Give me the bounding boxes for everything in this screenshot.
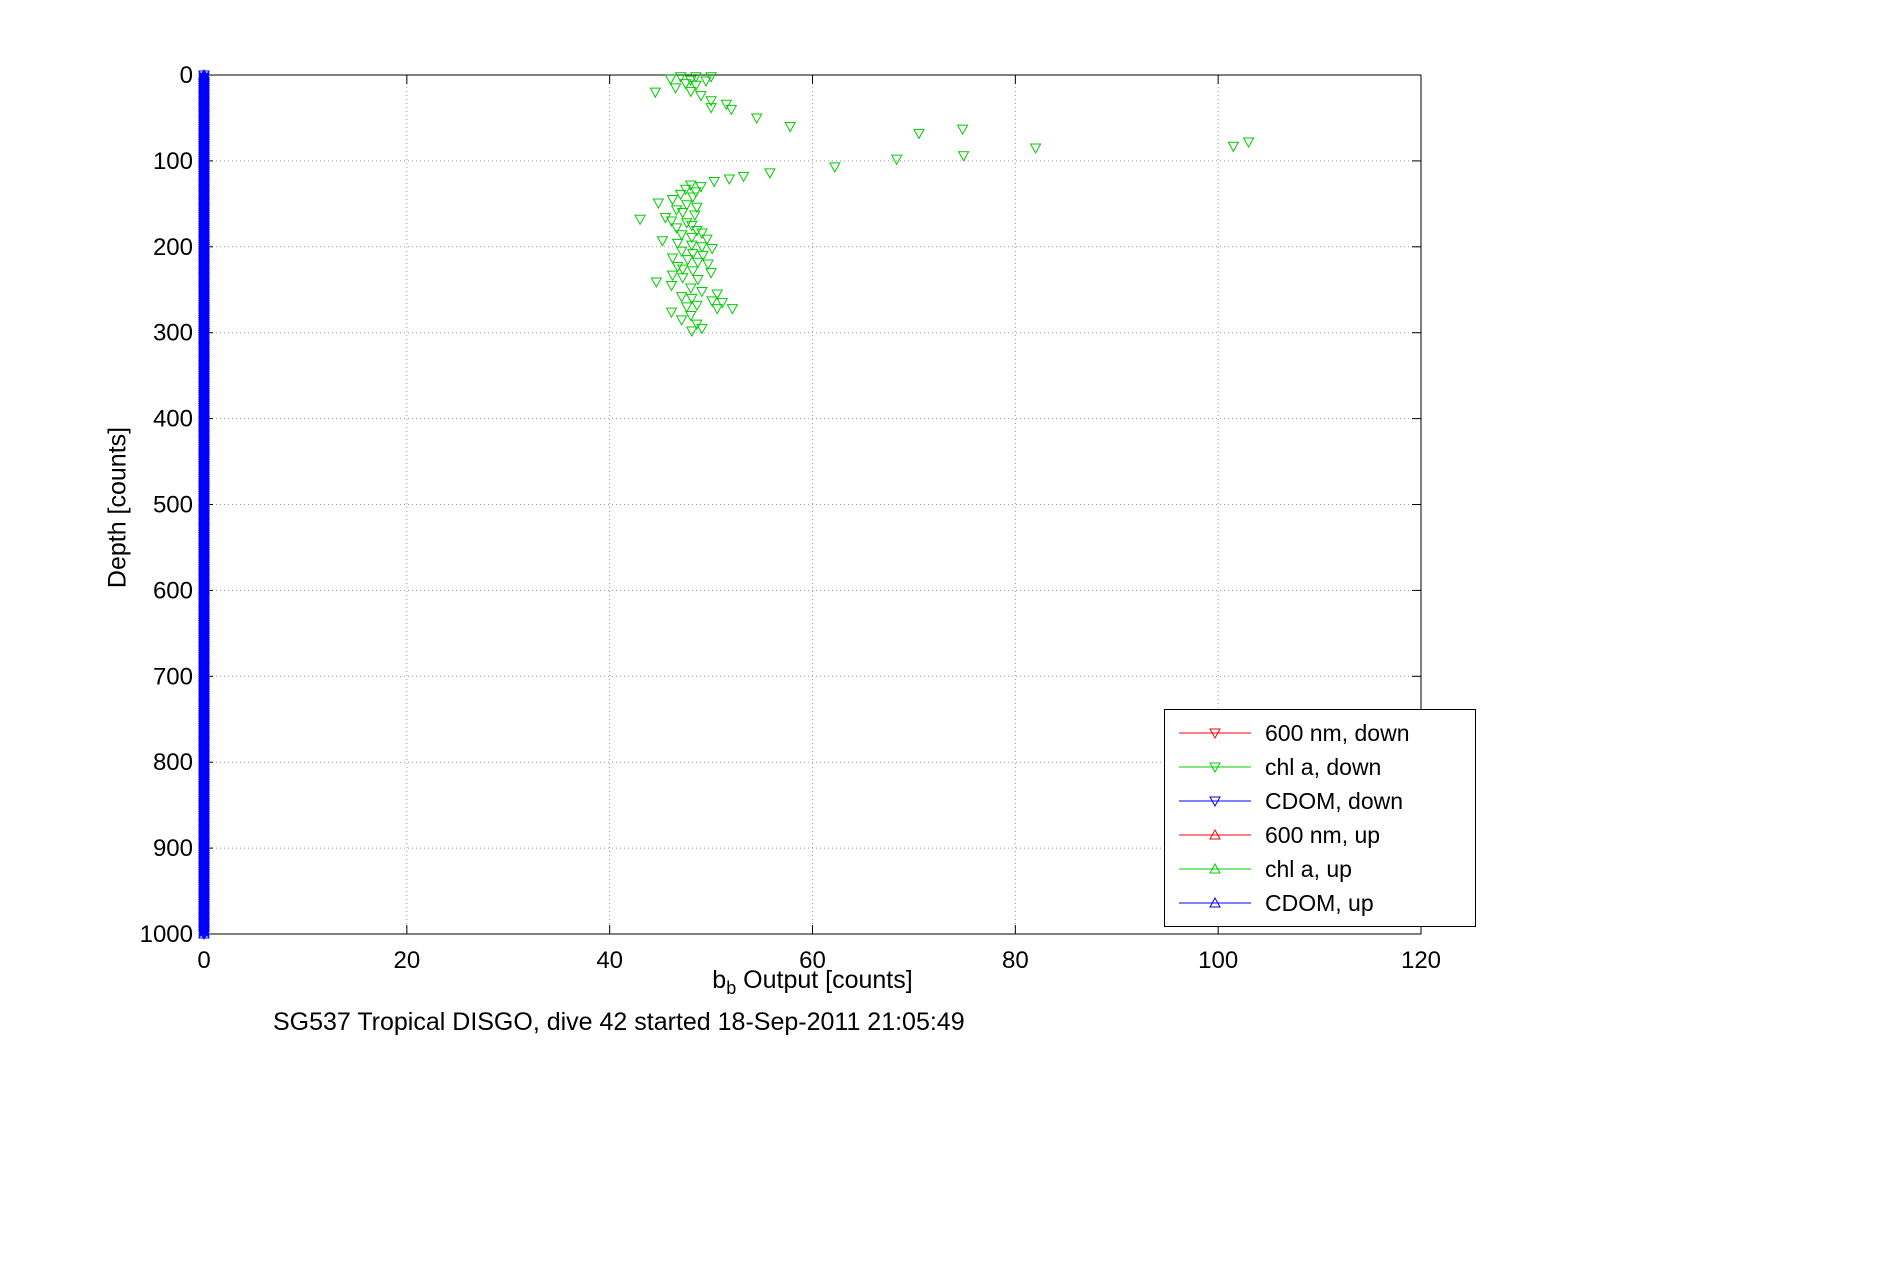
- legend-label: chl a, down: [1265, 753, 1382, 780]
- x-axis-label-base: b: [712, 966, 727, 994]
- svg-text:120: 120: [1401, 947, 1441, 974]
- svg-text:0: 0: [197, 947, 210, 974]
- legend-marker-icon: [1179, 796, 1251, 808]
- svg-text:800: 800: [153, 749, 193, 776]
- legend-item-cdom-down: CDOM, down: [1165, 784, 1475, 818]
- svg-text:400: 400: [153, 406, 193, 433]
- svg-text:1000: 1000: [140, 921, 193, 948]
- x-axis-label-rest: Output [counts]: [736, 966, 913, 994]
- legend-item-cdom-up: CDOM, up: [1165, 886, 1475, 920]
- svg-text:500: 500: [153, 492, 193, 519]
- svg-text:80: 80: [1002, 947, 1029, 974]
- legend-marker-icon: [1179, 828, 1251, 840]
- legend-label: 600 nm, up: [1265, 821, 1381, 848]
- y-axis-label: Depth [counts]: [103, 426, 132, 589]
- legend-item-chl-a-down: chl a, down: [1165, 750, 1475, 784]
- legend-label: CDOM, down: [1265, 787, 1404, 814]
- figure-caption: SG537 Tropical DISGO, dive 42 started 18…: [273, 1008, 965, 1036]
- svg-text:100: 100: [153, 148, 193, 175]
- legend-item-600-nm-down: 600 nm, down: [1165, 716, 1475, 750]
- svg-text:600: 600: [153, 577, 193, 604]
- legend-marker-icon: [1179, 762, 1251, 774]
- svg-text:0: 0: [180, 62, 193, 89]
- legend-item-600-nm-up: 600 nm, up: [1165, 818, 1475, 852]
- svg-text:60: 60: [799, 947, 826, 974]
- series-cdom-up: [198, 68, 210, 939]
- y-tick-labels: 0 100 200 300 400 500 600 700 800 900 1000: [140, 62, 193, 948]
- legend-label: CDOM, up: [1265, 889, 1374, 916]
- series-chl-a-down: [634, 72, 1255, 338]
- x-axis-label-sub: b: [726, 978, 737, 998]
- svg-text:700: 700: [153, 663, 193, 690]
- svg-text:300: 300: [153, 320, 193, 347]
- legend-marker-icon: [1179, 896, 1251, 908]
- legend-marker-icon: [1179, 728, 1251, 740]
- x-axis-label: bb Output [counts]: [204, 966, 1421, 999]
- svg-text:200: 200: [153, 234, 193, 261]
- legend-label: 600 nm, down: [1265, 719, 1410, 746]
- legend-label: chl a, up: [1265, 855, 1352, 882]
- legend-marker-icon: [1179, 862, 1251, 874]
- legend-box: 600 nm, down chl a, down CDOM, down 600 nm,…: [1164, 709, 1476, 927]
- svg-text:100: 100: [1198, 947, 1238, 974]
- legend-item-chl-a-up: chl a, up: [1165, 852, 1475, 886]
- svg-text:900: 900: [153, 835, 193, 862]
- x-tick-labels: 0 20 40 60 80 100 120: [197, 947, 1441, 974]
- svg-text:20: 20: [393, 947, 420, 974]
- svg-text:40: 40: [596, 947, 623, 974]
